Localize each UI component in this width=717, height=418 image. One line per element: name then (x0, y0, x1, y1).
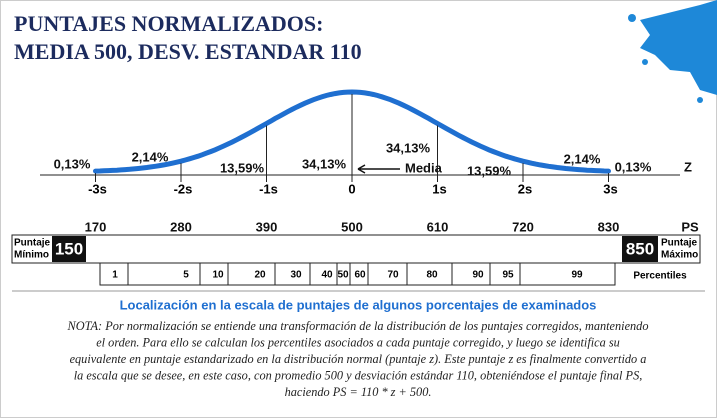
percentage-label: 0,13% (54, 156, 91, 171)
max-label: Puntaje (661, 238, 698, 249)
note-line: la escala que se desee, en este caso, co… (74, 368, 643, 382)
z-label: 3s (603, 181, 617, 196)
min-value: 150 (55, 239, 83, 258)
percentile: 20 (254, 270, 266, 281)
ps-value: 500 (341, 219, 363, 234)
percentile: 50 (337, 270, 349, 281)
title-line: PUNTAJES NORMALIZADOS: (14, 11, 323, 36)
note-line: el orden. Para ello se calculan los perc… (96, 335, 620, 349)
percentile: 90 (472, 270, 484, 281)
percentile: 10 (212, 270, 224, 281)
z-axis-label: Z (684, 159, 692, 174)
percentage-label: 13,59% (220, 160, 265, 175)
splash-drop (642, 59, 648, 65)
mean-label: Media (405, 160, 443, 175)
percentile: 80 (426, 270, 438, 281)
ps-value: 390 (256, 219, 278, 234)
ps-value: 280 (170, 219, 192, 234)
ps-label: PS (681, 219, 699, 234)
percentage-label: 2,14% (564, 151, 601, 166)
z-label: -1s (259, 181, 278, 196)
percentile: 99 (571, 270, 583, 281)
min-label: Mínimo (14, 250, 49, 261)
z-label: 2s (518, 181, 532, 196)
infographic: PUNTAJES NORMALIZADOS: MEDIA 500, DESV. … (0, 0, 717, 418)
percentile: 30 (290, 270, 302, 281)
max-label: Máximo (661, 250, 698, 261)
ps-value: 830 (598, 219, 620, 234)
z-label: 0 (348, 181, 355, 196)
max-value: 850 (626, 239, 654, 258)
percentile: 95 (502, 270, 514, 281)
z-label: -3s (88, 181, 107, 196)
ps-bar (12, 235, 700, 263)
note-line: equivalente en puntaje estandarizado en … (70, 352, 647, 366)
percentile: 70 (387, 270, 399, 281)
title-line: MEDIA 500, DESV. ESTANDAR 110 (14, 39, 362, 64)
z-label: -2s (174, 181, 193, 196)
splash-drop (628, 14, 636, 22)
percentage-label: 34,13% (302, 156, 347, 171)
z-label: 1s (432, 181, 446, 196)
note-line: haciendo PS = 110 * z + 500. (285, 385, 432, 399)
percentile: 5 (183, 270, 189, 281)
percentile: 60 (354, 270, 366, 281)
ps-value: 610 (427, 219, 449, 234)
caption: Localización en la escala de puntajes de… (120, 297, 597, 312)
percentage-label: 0,13% (615, 159, 652, 174)
percentile: 40 (321, 270, 333, 281)
percentage-label: 13,59% (467, 163, 512, 178)
splash-drop (697, 97, 703, 103)
min-label: Puntaje (14, 238, 51, 249)
percentiles-label: Percentiles (633, 271, 687, 282)
percentage-label: 34,13% (386, 140, 431, 155)
percentile: 1 (112, 270, 118, 281)
percentage-label: 2,14% (132, 149, 169, 164)
ps-value: 170 (85, 219, 107, 234)
note-line: NOTA: Por normalización se entiende una … (67, 319, 649, 333)
ps-value: 720 (512, 219, 534, 234)
